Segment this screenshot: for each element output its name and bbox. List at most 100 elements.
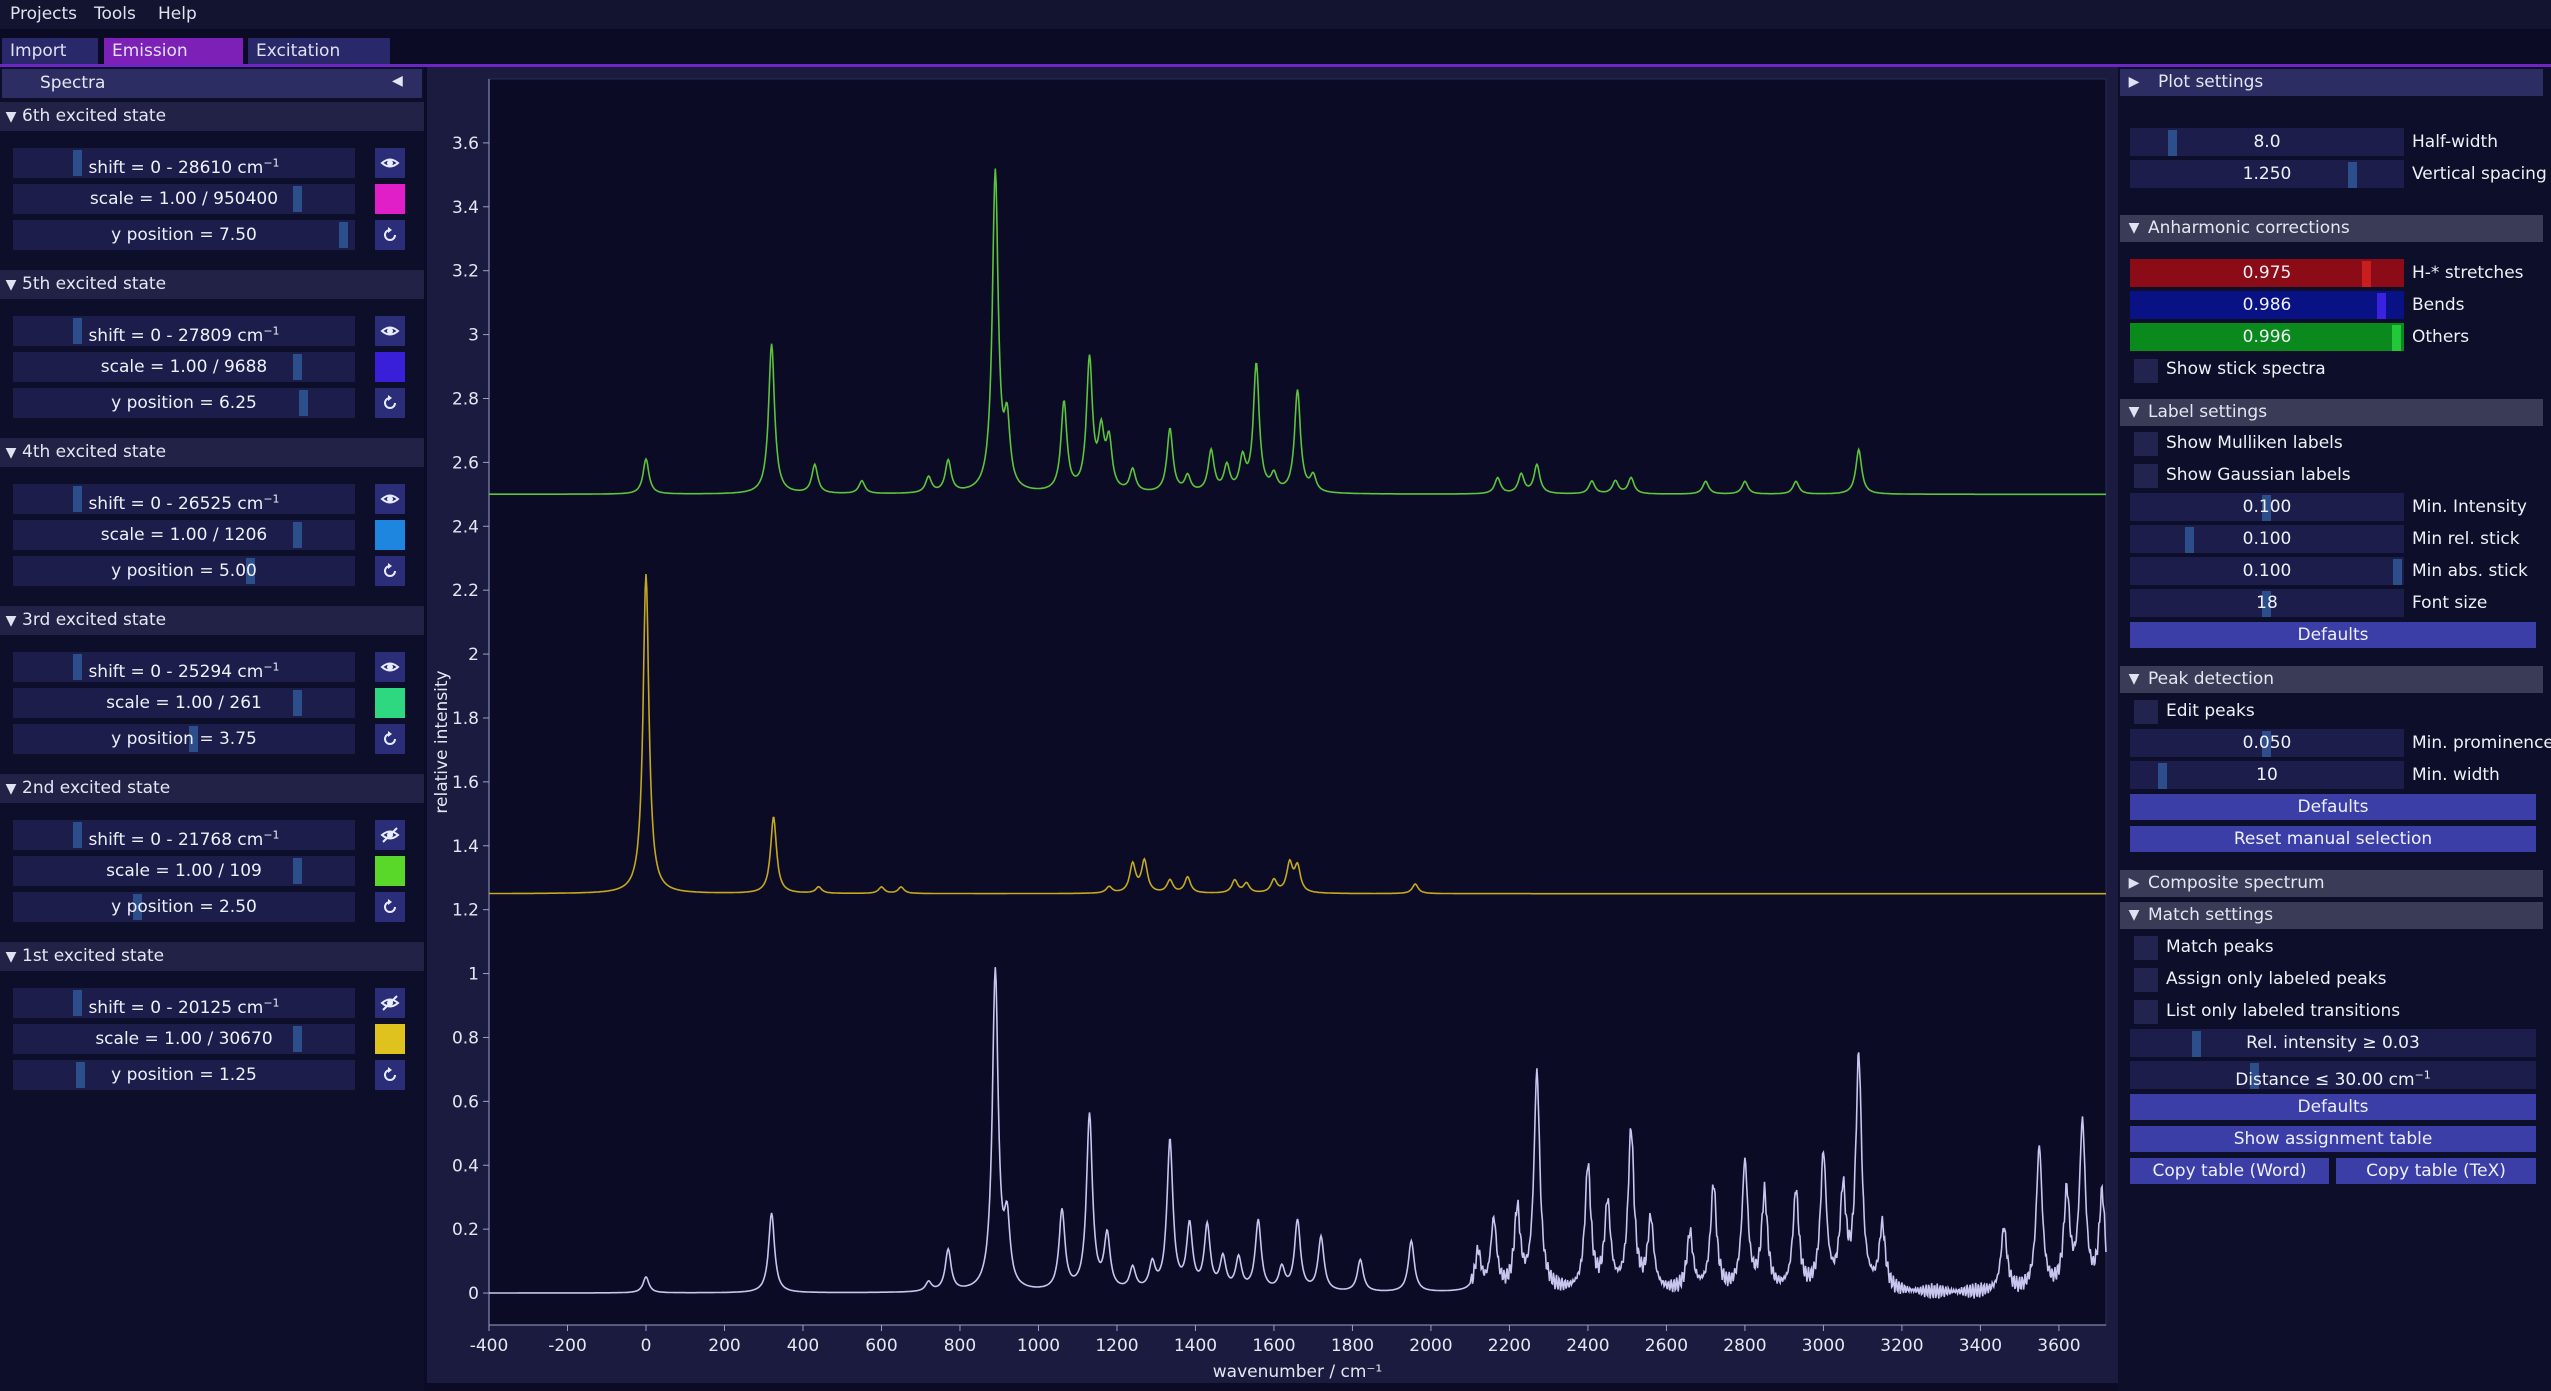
slider-grab[interactable] — [73, 654, 82, 680]
slider-grab[interactable] — [339, 222, 348, 248]
spectra-panel-header[interactable]: Spectra ◀ — [2, 69, 422, 98]
copy-table-word-button[interactable]: Copy table (Word) — [2130, 1158, 2329, 1184]
slider-grab[interactable] — [293, 522, 302, 548]
slider-grab[interactable] — [76, 1062, 85, 1088]
slider-grab[interactable] — [293, 690, 302, 716]
show-mulliken-checkbox[interactable] — [2134, 432, 2158, 456]
color-swatch-button[interactable] — [375, 520, 405, 550]
slider-grab[interactable] — [2185, 527, 2194, 553]
slider-grab[interactable] — [2168, 130, 2177, 156]
slider-grab[interactable] — [2377, 293, 2386, 319]
visibility-toggle-on[interactable] — [375, 484, 405, 514]
assign-labeled-checkbox[interactable] — [2134, 968, 2158, 992]
reset-button[interactable] — [375, 220, 405, 250]
tab-excitation-spectra[interactable]: Excitation Spectra — [248, 38, 390, 87]
menu-projects[interactable]: Projects — [10, 4, 78, 24]
visibility-toggle-off[interactable] — [375, 988, 405, 1018]
scale-slider[interactable]: scale = 1.00 / 261 — [13, 688, 355, 718]
reset-button[interactable] — [375, 1060, 405, 1090]
shift-slider[interactable]: shift = 0 - 27809 cm−1 — [13, 316, 355, 346]
y-position-slider[interactable]: y position = 7.50 — [13, 220, 355, 250]
color-swatch-button[interactable] — [375, 856, 405, 886]
y-position-slider[interactable]: y position = 2.50 — [13, 892, 355, 922]
reset-button[interactable] — [375, 892, 405, 922]
visibility-toggle-on[interactable] — [375, 316, 405, 346]
label-defaults-button[interactable]: Defaults — [2130, 622, 2536, 648]
show-stick-checkbox[interactable] — [2134, 359, 2158, 383]
reset-button[interactable] — [375, 388, 405, 418]
shift-slider[interactable]: shift = 0 - 26525 cm−1 — [13, 484, 355, 514]
match-peaks-checkbox[interactable] — [2134, 936, 2158, 960]
slider-grab[interactable] — [2192, 1031, 2201, 1057]
others-slider[interactable]: 0.996 — [2130, 323, 2404, 351]
tab-import-data[interactable]: Import Data — [2, 38, 98, 87]
scale-slider[interactable]: scale = 1.00 / 9688 — [13, 352, 355, 382]
scale-slider[interactable]: scale = 1.00 / 109 — [13, 856, 355, 886]
slider-grab[interactable] — [246, 558, 255, 584]
scale-slider[interactable]: scale = 1.00 / 30670 — [13, 1024, 355, 1054]
slider-grab[interactable] — [293, 858, 302, 884]
slider-grab[interactable] — [2348, 162, 2357, 188]
state-header[interactable]: ▼ 6th excited state — [0, 102, 424, 131]
show-gaussian-checkbox[interactable] — [2134, 464, 2158, 488]
match-defaults-button[interactable]: Defaults — [2130, 1094, 2536, 1120]
menu-help[interactable]: Help — [158, 4, 197, 24]
visibility-toggle-on[interactable] — [375, 652, 405, 682]
slider-grab[interactable] — [2262, 731, 2271, 757]
anharmonic-header[interactable]: ▼ Anharmonic corrections — [2120, 215, 2543, 242]
scale-slider[interactable]: scale = 1.00 / 1206 — [13, 520, 355, 550]
plot-settings-header[interactable]: ▶ Plot settings — [2120, 69, 2543, 96]
visibility-toggle-on[interactable] — [375, 148, 405, 178]
color-swatch-button[interactable] — [375, 184, 405, 214]
reset-button[interactable] — [375, 724, 405, 754]
edit-peaks-checkbox[interactable] — [2134, 700, 2158, 724]
tab-emission-spectra[interactable]: Emission Spectra — [104, 38, 243, 87]
min-width-slider[interactable]: 10 — [2130, 761, 2404, 789]
reset-manual-selection-button[interactable]: Reset manual selection — [2130, 826, 2536, 852]
shift-slider[interactable]: shift = 0 - 25294 cm−1 — [13, 652, 355, 682]
collapse-left-icon[interactable]: ◀ — [392, 73, 403, 89]
state-header[interactable]: ▼ 2nd excited state — [0, 774, 424, 803]
rel-intensity-slider[interactable]: Rel. intensity ≥ 0.03 — [2130, 1029, 2536, 1057]
match-settings-header[interactable]: ▼ Match settings — [2120, 902, 2543, 929]
min-abs-stick-slider[interactable]: 0.100 — [2130, 557, 2404, 585]
slider-grab[interactable] — [2158, 763, 2167, 789]
spectrum-plot[interactable]: -400 -200 0 200 400 600 800 1000 1200 1400 1600 180… — [427, 67, 2118, 1383]
slider-grab[interactable] — [2262, 495, 2271, 521]
slider-grab[interactable] — [299, 390, 308, 416]
y-position-slider[interactable]: y position = 1.25 — [13, 1060, 355, 1090]
peak-defaults-button[interactable]: Defaults — [2130, 794, 2536, 820]
shift-slider[interactable]: shift = 0 - 28610 cm−1 — [13, 148, 355, 178]
state-header[interactable]: ▼ 1st excited state — [0, 942, 424, 971]
slider-grab[interactable] — [293, 186, 302, 212]
vertical-spacing-slider[interactable]: 1.250 — [2130, 160, 2404, 188]
menu-tools[interactable]: Tools — [94, 4, 136, 24]
slider-grab[interactable] — [73, 150, 82, 176]
slider-grab[interactable] — [73, 318, 82, 344]
slider-grab[interactable] — [133, 894, 142, 920]
shift-slider[interactable]: shift = 0 - 21768 cm−1 — [13, 820, 355, 850]
slider-grab[interactable] — [2250, 1063, 2259, 1089]
slider-grab[interactable] — [293, 354, 302, 380]
copy-table-tex-button[interactable]: Copy table (TeX) — [2336, 1158, 2536, 1184]
state-header[interactable]: ▼ 4th excited state — [0, 438, 424, 467]
min-intensity-slider[interactable]: 0.100 — [2130, 493, 2404, 521]
show-assignment-table-button[interactable]: Show assignment table — [2130, 1126, 2536, 1152]
slider-grab[interactable] — [73, 990, 82, 1016]
label-settings-header[interactable]: ▼ Label settings — [2120, 399, 2543, 426]
slider-grab[interactable] — [2392, 325, 2401, 351]
h-stretch-slider[interactable]: 0.975 — [2130, 259, 2404, 287]
state-header[interactable]: ▼ 3rd excited state — [0, 606, 424, 635]
slider-grab[interactable] — [189, 726, 198, 752]
slider-grab[interactable] — [2262, 591, 2271, 617]
bends-slider[interactable]: 0.986 — [2130, 291, 2404, 319]
scale-slider[interactable]: scale = 1.00 / 950400 — [13, 184, 355, 214]
slider-grab[interactable] — [2362, 261, 2371, 287]
y-position-slider[interactable]: y position = 6.25 — [13, 388, 355, 418]
composite-spectrum-header[interactable]: ▶ Composite spectrum — [2120, 870, 2543, 897]
peak-detection-header[interactable]: ▼ Peak detection — [2120, 666, 2543, 693]
list-labeled-checkbox[interactable] — [2134, 1000, 2158, 1024]
reset-button[interactable] — [375, 556, 405, 586]
half-width-slider[interactable]: 8.0 — [2130, 128, 2404, 156]
slider-grab[interactable] — [73, 822, 82, 848]
